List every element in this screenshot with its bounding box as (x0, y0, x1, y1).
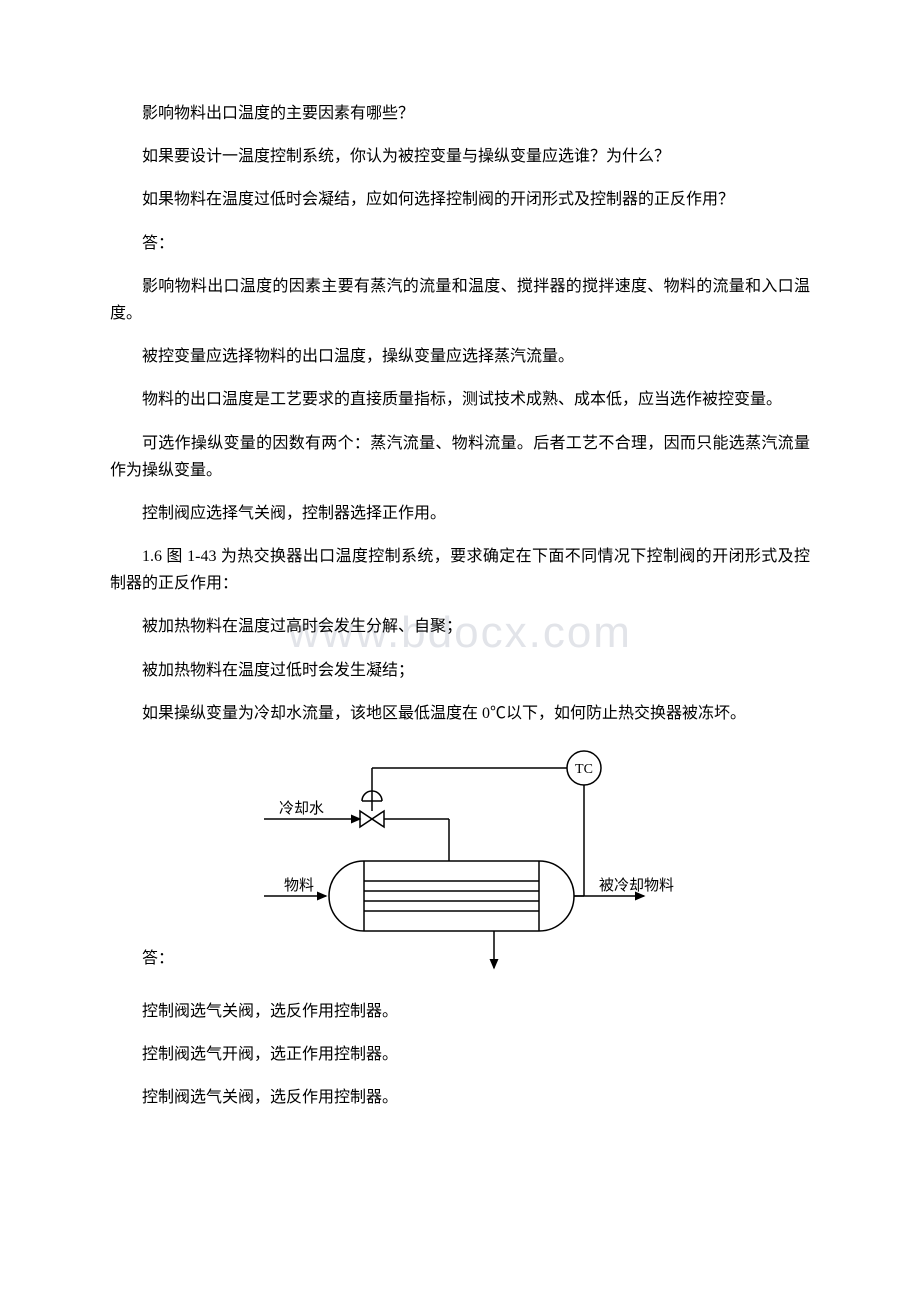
question-3: 如果物料在温度过低时会凝结，应如何选择控制阀的开闭形式及控制器的正反作用？ (110, 186, 810, 213)
answer-label: 答： (110, 230, 810, 257)
heat-exchanger-diagram: TC 冷却水 (204, 743, 684, 978)
sub-1: 被加热物料在温度过高时会发生分解、自聚； (110, 613, 810, 640)
question-1: 影响物料出口温度的主要因素有哪些？ (110, 100, 810, 127)
answer-para-1: 影响物料出口温度的因素主要有蒸汽的流量和温度、搅拌器的搅拌速度、物料的流量和入口… (110, 273, 810, 327)
cooled-material-label: 被冷却物料 (599, 877, 674, 894)
document-content: 影响物料出口温度的主要因素有哪些？ 如果要设计一温度控制系统，你认为被控变量与操… (110, 100, 810, 1112)
problem-1-6: 1.6 图 1-43 为热交换器出口温度控制系统，要求确定在下面不同情况下控制阀… (110, 543, 810, 597)
result-1: 控制阀选气关阀，选反作用控制器。 (110, 998, 810, 1025)
result-3: 控制阀选气关阀，选反作用控制器。 (110, 1084, 810, 1111)
sub-3: 如果操纵变量为冷却水流量，该地区最低温度在 0℃以下，如何防止热交换器被冻坏。 (110, 700, 810, 727)
cooling-water-label: 冷却水 (279, 800, 324, 817)
answer-para-2: 被控变量应选择物料的出口温度，操纵变量应选择蒸汽流量。 (110, 343, 810, 370)
answer-para-5: 控制阀应选择气关阀，控制器选择正作用。 (110, 500, 810, 527)
question-2: 如果要设计一温度控制系统，你认为被控变量与操纵变量应选谁？为什么？ (110, 143, 810, 170)
answer-para-4: 可选作操纵变量的因数有两个：蒸汽流量、物料流量。后者工艺不合理，因而只能选蒸汽流… (110, 430, 810, 484)
answer-para-3: 物料的出口温度是工艺要求的直接质量指标，测试技术成熟、成本低，应当选作被控变量。 (110, 386, 810, 413)
answer-label-2: 答： (142, 944, 174, 968)
material-label: 物料 (284, 877, 314, 894)
sub-2: 被加热物料在温度过低时会发生凝结； (110, 657, 810, 684)
result-2: 控制阀选气开阀，选正作用控制器。 (110, 1041, 810, 1068)
diagram-row: 答： TC (110, 743, 810, 978)
tc-label: TC (575, 762, 593, 777)
